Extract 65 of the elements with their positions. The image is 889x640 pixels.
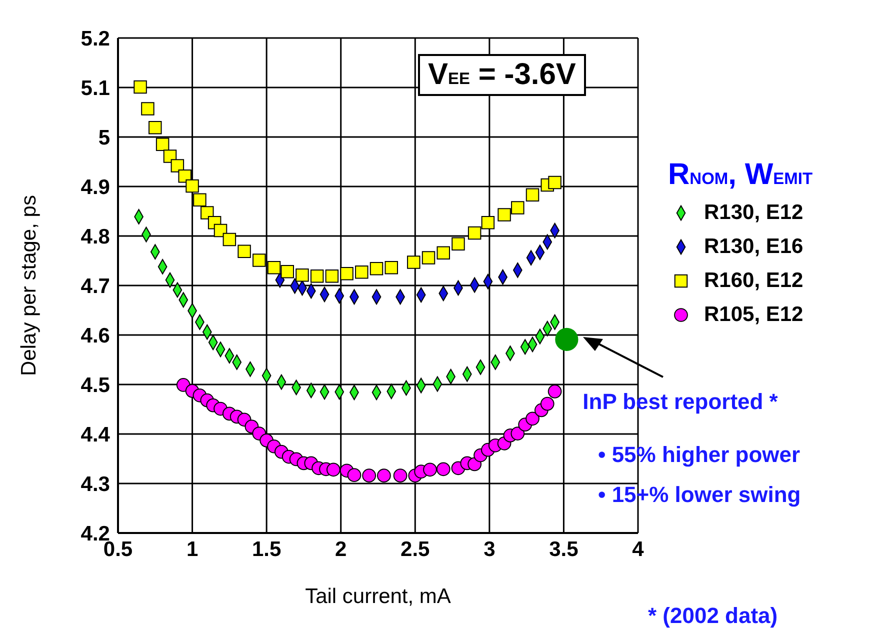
point bbox=[252, 254, 266, 267]
x-tick-label: 3 bbox=[484, 538, 496, 561]
y-tick-label: 4.4 bbox=[80, 423, 110, 446]
y-tick-label: 4.5 bbox=[80, 374, 110, 397]
point bbox=[170, 159, 184, 172]
point bbox=[436, 462, 450, 476]
point bbox=[407, 256, 420, 269]
point bbox=[452, 237, 465, 251]
point bbox=[423, 462, 437, 477]
point bbox=[222, 232, 236, 246]
point bbox=[326, 462, 340, 477]
point bbox=[134, 80, 147, 94]
point bbox=[280, 265, 294, 278]
point bbox=[355, 266, 368, 279]
point bbox=[511, 201, 524, 214]
point bbox=[526, 412, 540, 426]
x-tick-label: 3.5 bbox=[549, 538, 579, 561]
point bbox=[186, 179, 199, 193]
point bbox=[393, 468, 408, 482]
point bbox=[347, 468, 362, 482]
point bbox=[468, 226, 482, 240]
point bbox=[310, 269, 324, 283]
y-tick-label: 4.3 bbox=[80, 472, 110, 496]
point bbox=[193, 193, 206, 206]
x-tick-label: 1.5 bbox=[252, 538, 282, 561]
point bbox=[156, 138, 170, 152]
legend-label: R105, E12 bbox=[704, 303, 804, 327]
x-axis-title: Tail current, mA bbox=[305, 585, 451, 608]
point bbox=[481, 216, 495, 230]
y-tick-label: 5.1 bbox=[80, 76, 110, 100]
point bbox=[377, 468, 391, 482]
point bbox=[238, 244, 251, 258]
point bbox=[436, 246, 450, 260]
x-tick-label: 2.5 bbox=[400, 538, 430, 561]
text: * (2002 data) bbox=[648, 603, 778, 629]
point bbox=[370, 262, 384, 276]
point bbox=[555, 328, 578, 351]
point bbox=[148, 120, 162, 134]
legend-label: R130, E12 bbox=[704, 201, 804, 225]
point bbox=[510, 426, 525, 440]
point bbox=[340, 266, 354, 280]
y-tick-label: 4.8 bbox=[80, 225, 110, 248]
y-axis-title: Delay per stage, ps bbox=[17, 195, 40, 376]
x-tick-label: 4 bbox=[632, 538, 644, 561]
legend-label: R130, E16 bbox=[704, 235, 804, 259]
point bbox=[325, 269, 339, 283]
y-tick-label: 4.6 bbox=[80, 324, 110, 348]
y-tick-label: 5 bbox=[98, 126, 110, 150]
point bbox=[540, 396, 554, 411]
y-tick-label: 4.9 bbox=[80, 176, 110, 199]
point bbox=[141, 102, 154, 116]
point bbox=[526, 188, 540, 202]
x-tick-label: 1 bbox=[186, 538, 198, 561]
y-tick-label: 5.2 bbox=[80, 27, 110, 50]
point bbox=[362, 468, 376, 482]
legend-label: R160, E12 bbox=[704, 269, 804, 293]
point bbox=[296, 268, 309, 282]
x-tick-label: 2 bbox=[335, 538, 347, 561]
point bbox=[498, 208, 511, 222]
point bbox=[267, 261, 281, 274]
point bbox=[384, 261, 398, 274]
point bbox=[548, 384, 562, 398]
point bbox=[548, 176, 562, 190]
point bbox=[422, 251, 436, 264]
y-tick-label: 4.7 bbox=[80, 274, 110, 298]
